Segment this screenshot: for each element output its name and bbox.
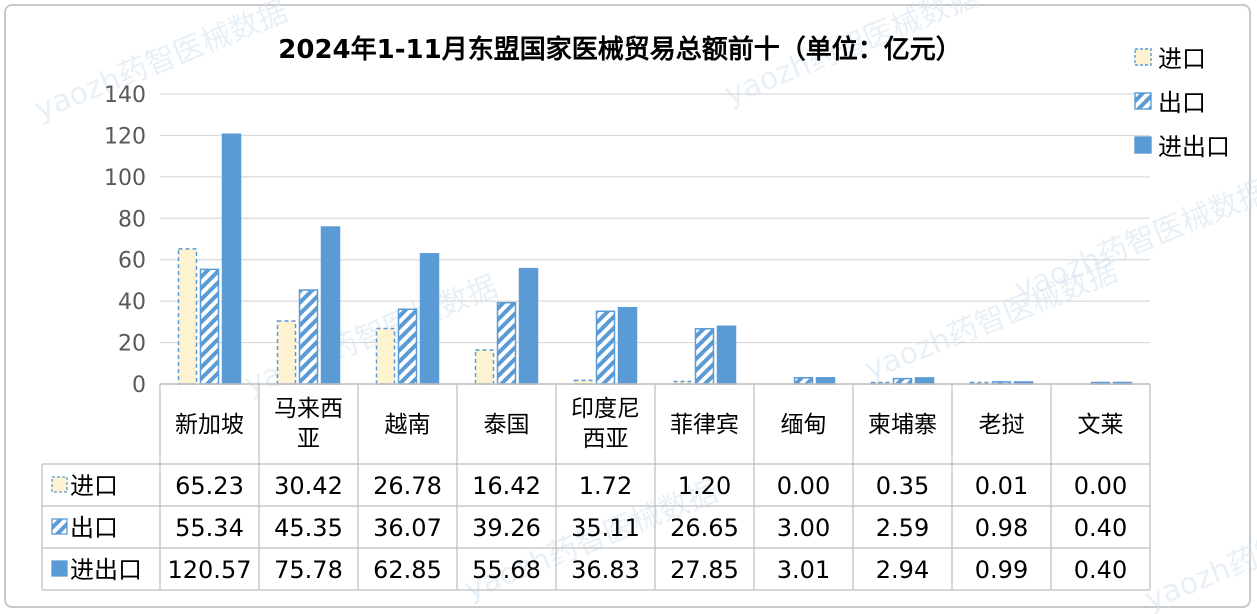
category-label-line: 印度尼 [571, 396, 640, 422]
bar-total [518, 267, 539, 385]
data-label: 2.59 [876, 514, 929, 542]
data-label: 55.68 [472, 556, 541, 584]
bar-total [221, 133, 242, 385]
data-label: 3.01 [777, 556, 830, 584]
bar-total [320, 226, 341, 385]
data-label: 26.78 [373, 472, 442, 500]
bar-export [397, 308, 418, 385]
y-tick-label: 80 [118, 207, 146, 232]
data-label: 0.01 [975, 472, 1028, 500]
y-tick-label: 100 [104, 166, 146, 191]
data-label: 0.40 [1074, 556, 1127, 584]
data-label: 1.20 [678, 472, 731, 500]
y-tick-label: 60 [118, 249, 146, 274]
watermark-text: yaozh药智医械数据 [1140, 484, 1257, 614]
bar-export [199, 268, 220, 385]
category-label-line: 西亚 [583, 426, 629, 452]
bar-import [177, 248, 198, 385]
y-tick-label: 40 [118, 290, 146, 315]
category-label: 老挝 [979, 412, 1025, 438]
data-label: 2.94 [876, 556, 929, 584]
category-label-line: 马来西 [274, 396, 343, 422]
category-label: 马来西亚 [274, 396, 343, 452]
y-tick-label: 120 [104, 124, 146, 149]
data-label: 16.42 [472, 472, 541, 500]
legend-key-bar-export [1134, 92, 1152, 110]
data-label: 62.85 [373, 556, 442, 584]
bar-total [716, 325, 737, 385]
data-label: 35.11 [571, 514, 640, 542]
bar-export [892, 377, 913, 385]
data-label: 65.23 [175, 472, 244, 500]
data-label: 3.00 [777, 514, 830, 542]
data-label: 75.78 [274, 556, 343, 584]
category-label-line: 亚 [297, 426, 320, 452]
category-label: 泰国 [484, 412, 530, 438]
data-label: 0.35 [876, 472, 929, 500]
data-label: 0.99 [975, 556, 1028, 584]
legend-label: 出口 [1158, 89, 1206, 117]
legend-key-bar-total [1134, 136, 1152, 154]
legend-key-bar-import [1134, 48, 1152, 66]
table-row-label: 进口 [70, 472, 118, 500]
y-tick-label: 20 [118, 332, 146, 357]
chart-frame [4, 4, 1251, 608]
table-row-label: 进出口 [70, 556, 142, 584]
watermark-text: yaozh药智医械数据 [30, 0, 293, 127]
chart-title: 2024年1-11月东盟国家医械贸易总额前十（单位：亿元） [278, 34, 961, 65]
bar-import [375, 327, 396, 385]
category-label: 缅甸 [781, 412, 827, 438]
bar-import [276, 320, 297, 385]
legend-label: 进口 [1158, 45, 1206, 73]
y-tick-label: 140 [104, 83, 146, 108]
category-label: 文莱 [1078, 412, 1124, 438]
table-row-key-bar-export [51, 518, 68, 535]
category-label: 越南 [385, 412, 431, 438]
bar-total [815, 377, 836, 385]
bar-export [595, 310, 616, 385]
category-label: 柬埔寨 [868, 412, 937, 438]
data-label: 1.72 [579, 472, 632, 500]
data-label: 36.83 [571, 556, 640, 584]
data-label: 36.07 [373, 514, 442, 542]
bar-export [694, 328, 715, 385]
bar-total [617, 306, 638, 385]
data-label: 55.34 [175, 514, 244, 542]
data-label: 30.42 [274, 472, 343, 500]
legend-label: 进出口 [1158, 133, 1230, 161]
category-label: 印度尼西亚 [571, 396, 640, 452]
data-label: 0.40 [1074, 514, 1127, 542]
watermark-text: yaozh药智医械数据 [1010, 174, 1257, 307]
data-label: 27.85 [670, 556, 739, 584]
table-row-key-bar-total [51, 560, 68, 577]
data-label: 45.35 [274, 514, 343, 542]
bars [177, 133, 1133, 385]
data-label: 0.00 [777, 472, 830, 500]
y-tick-label: 0 [132, 373, 146, 398]
bar-total [914, 377, 935, 385]
data-label: 26.65 [670, 514, 739, 542]
bar-export [496, 301, 517, 385]
table-row-key-bar-import [51, 476, 68, 493]
data-label: 120.57 [168, 556, 252, 584]
y-axis-ticks: 0 20 40 60 80 100 120 140 [104, 83, 146, 398]
category-label: 新加坡 [175, 412, 244, 438]
bar-export [793, 377, 814, 385]
data-label: 39.26 [472, 514, 541, 542]
bar-import [474, 349, 495, 385]
data-label: 0.00 [1074, 472, 1127, 500]
category-label: 菲律宾 [670, 412, 739, 438]
data-label: 0.98 [975, 514, 1028, 542]
bar-total [419, 253, 440, 385]
bar-export [298, 289, 319, 385]
table-row-label: 出口 [70, 514, 118, 542]
